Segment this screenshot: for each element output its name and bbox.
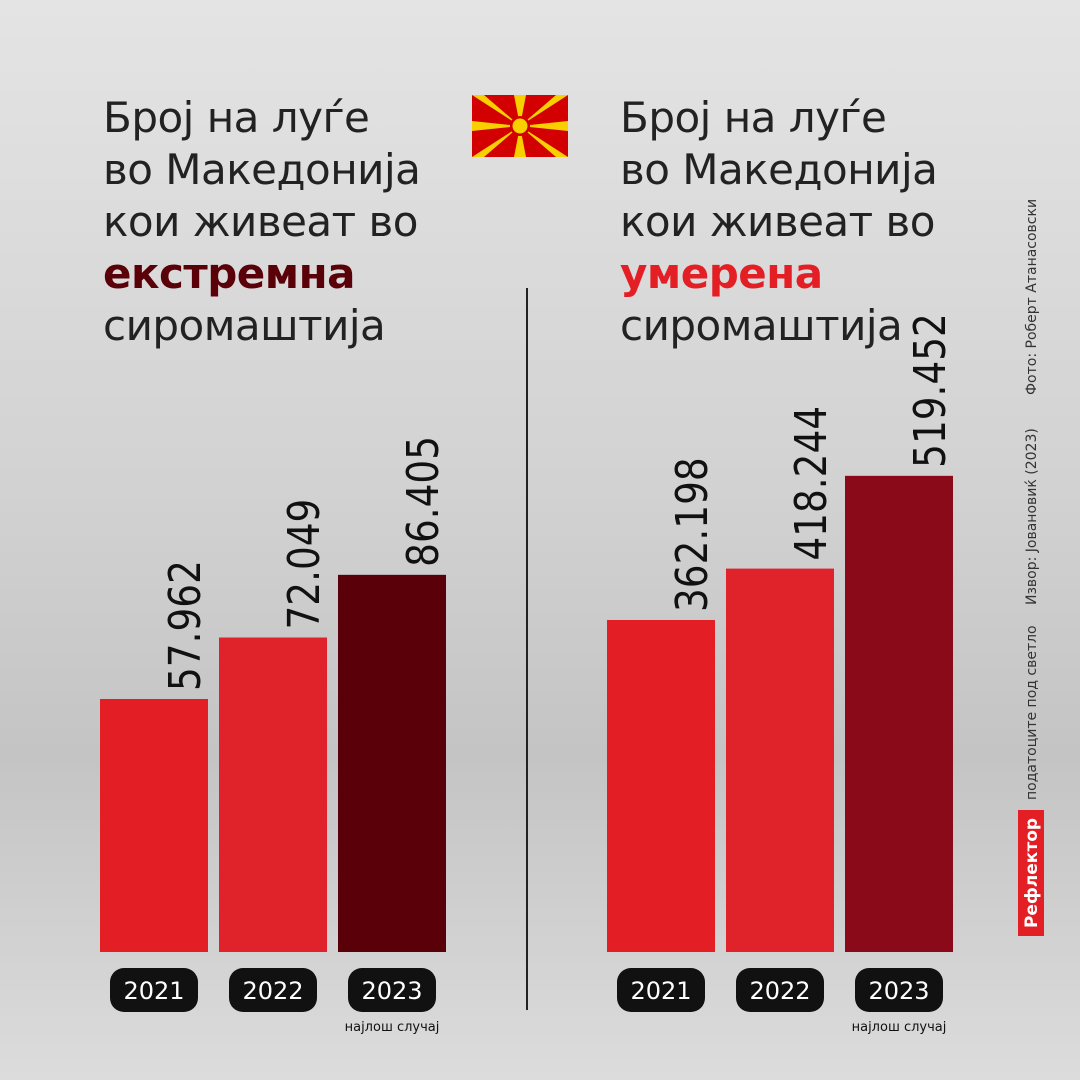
year-pill <box>855 968 943 1012</box>
title-text: Број на луѓе во Македонија кои живеат во <box>103 93 421 246</box>
photo-credit: Фото: Роберт Атанасовски <box>1024 199 1040 395</box>
title-emphasis: екстремна <box>103 249 355 298</box>
bar <box>726 568 834 952</box>
bar <box>845 475 953 952</box>
value-label: 418.244 <box>785 406 837 561</box>
value-label: 519.452 <box>904 313 956 468</box>
value-label: 86.405 <box>397 436 449 567</box>
annotation: најлош случај <box>345 1020 440 1035</box>
value-label: 72.049 <box>278 499 330 630</box>
bar <box>607 619 715 952</box>
x-tick-label: 2021 <box>123 977 184 1005</box>
chart-title: Број на луѓе во Македонија кои живеат во… <box>103 92 423 352</box>
value-label: 57.962 <box>159 560 211 691</box>
year-pill <box>229 968 317 1012</box>
x-tick-label: 2022 <box>242 977 303 1005</box>
title-text: сиромаштија <box>103 301 386 350</box>
x-tick-label: 2023 <box>361 977 422 1005</box>
year-pill <box>110 968 198 1012</box>
annotation: најлош случај <box>852 1020 947 1035</box>
year-pill <box>348 968 436 1012</box>
bar <box>100 698 208 952</box>
bar <box>219 637 327 952</box>
brand-box <box>1018 810 1044 936</box>
x-tick-label: 2022 <box>749 977 810 1005</box>
x-tick-label: 2023 <box>868 977 929 1005</box>
tagline: податоците под светло <box>1024 625 1040 800</box>
year-pill <box>617 968 705 1012</box>
title-text: Број на луѓе во Македонија кои живеат во <box>620 93 938 246</box>
x-tick-label: 2021 <box>630 977 691 1005</box>
year-pill <box>736 968 824 1012</box>
flag <box>472 95 568 157</box>
title-text: сиромаштија <box>620 301 903 350</box>
value-label: 362.198 <box>666 457 718 612</box>
source: Извор: Јовановиќ (2023) <box>1024 428 1040 605</box>
bar <box>338 574 446 952</box>
chart-title: Број на луѓе во Македонија кои живеат во… <box>620 92 940 352</box>
title-emphasis: умерена <box>620 249 823 298</box>
brand: Рефлектор <box>1022 818 1042 928</box>
